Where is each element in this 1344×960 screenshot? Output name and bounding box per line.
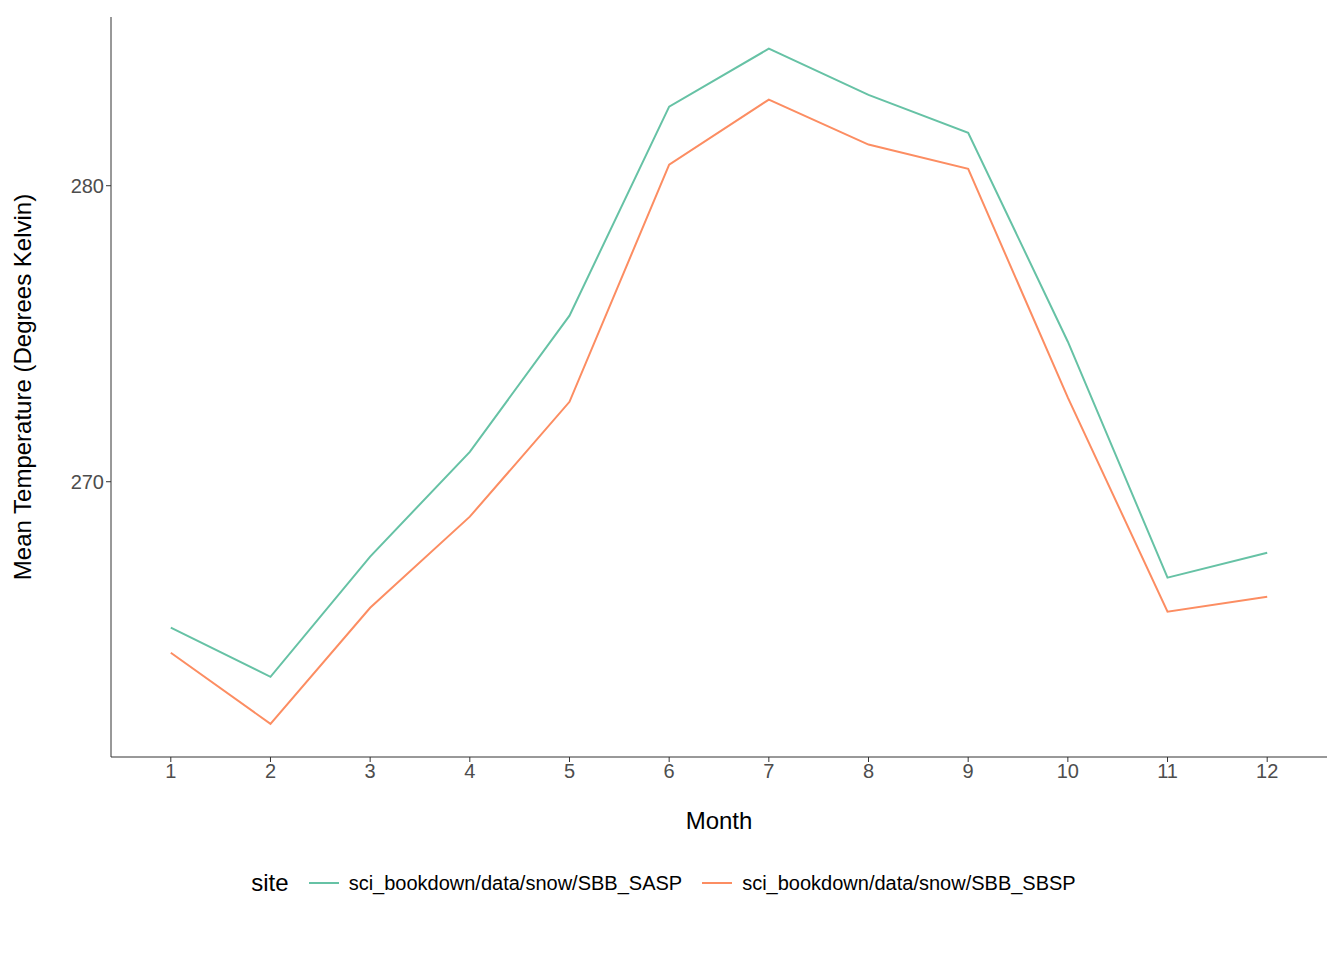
html-text:sci_bookdown/data/snow/SBB_SBS: sci_bookdown/data/snow/SBB_SBSP xyxy=(742,871,1076,894)
svg-text:1: 1 xyxy=(165,760,176,782)
html-text:sci_bookdown/data/snow/SBB_SAS: sci_bookdown/data/snow/SBB_SASP xyxy=(348,871,683,894)
svg-text:10: 10 xyxy=(1057,760,1079,782)
html-text:site: site xyxy=(251,869,289,896)
svg-text:6: 6 xyxy=(664,760,675,782)
svg-text:7: 7 xyxy=(763,760,774,782)
svg-text:12: 12 xyxy=(1256,760,1278,782)
svg-text:2: 2 xyxy=(265,760,276,782)
svg-text:8: 8 xyxy=(863,760,874,782)
svg-text:3: 3 xyxy=(365,760,376,782)
svg-text:Mean Temperature (Degrees Kelv: Mean Temperature (Degrees Kelvin) xyxy=(9,194,36,580)
svg-text:5: 5 xyxy=(564,760,575,782)
svg-text:11: 11 xyxy=(1157,760,1178,782)
svg-text:Month: Month xyxy=(686,807,753,834)
svg-text:270: 270 xyxy=(71,471,104,493)
svg-text:4: 4 xyxy=(464,760,475,782)
svg-text:9: 9 xyxy=(963,760,974,782)
svg-text:280: 280 xyxy=(71,175,104,197)
